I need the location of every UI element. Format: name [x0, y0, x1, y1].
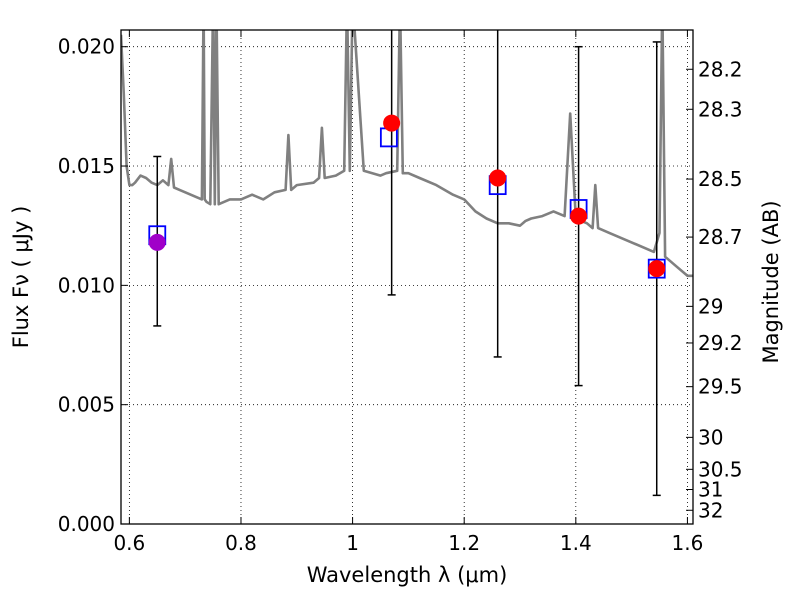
y-tick-label: 0.005 [58, 393, 115, 417]
y-tick-label: 0.020 [58, 35, 115, 59]
y-tick-label: 0.015 [58, 154, 115, 178]
observed-point [570, 207, 588, 225]
data-points [148, 114, 666, 278]
magnitude-tick-label: 28.2 [698, 57, 743, 81]
error-bars [153, 30, 661, 497]
observed-point-purple [148, 233, 166, 251]
magnitude-tick-label: 29.2 [698, 331, 743, 355]
magnitude-tick-label: 28.3 [698, 97, 743, 121]
model-markers [148, 127, 666, 279]
plot-area [121, 30, 693, 497]
observed-point [489, 169, 507, 187]
y-ticks: 0.000 0.005 0.010 0.015 0.020 [58, 35, 128, 536]
x-tick-label: 1.2 [448, 531, 480, 555]
magnitude-tick-label: 28.5 [698, 167, 743, 191]
magnitude-tick-label: 31 [698, 478, 723, 502]
magnitude-axis-label: Magnitude (AB) [759, 200, 783, 363]
magnitude-tick-label: 29.5 [698, 375, 743, 399]
x-axis-label: Wavelength λ (μm) [307, 563, 508, 587]
magnitude-tick-label: 28.7 [698, 225, 743, 249]
magnitude-tick-label: 30.5 [698, 457, 743, 481]
x-tick-label: 1.4 [560, 531, 592, 555]
y-axis-label: Flux Fν ( μJy ) [9, 206, 33, 349]
template-spectrum [121, 30, 693, 278]
template-spectrum-line [121, 30, 693, 278]
axes-frame [120, 29, 694, 525]
observed-point [648, 260, 666, 278]
x-tick-label: 1.6 [672, 531, 704, 555]
x-tick-label: 0.6 [113, 531, 145, 555]
magnitude-tick-label: 29 [698, 294, 723, 318]
x-tick-label: 0.8 [225, 531, 257, 555]
grid-lines [121, 30, 693, 525]
x-ticks: 0.6 0.8 1 1.2 1.4 1.6 [113, 30, 703, 555]
x-tick-label: 1 [346, 531, 359, 555]
observed-point [383, 114, 401, 132]
magnitude-tick-label: 30 [698, 425, 723, 449]
y-tick-label: 0.000 [58, 512, 115, 536]
magnitude-tick-label: 32 [698, 498, 723, 522]
y-tick-label: 0.010 [58, 273, 115, 297]
